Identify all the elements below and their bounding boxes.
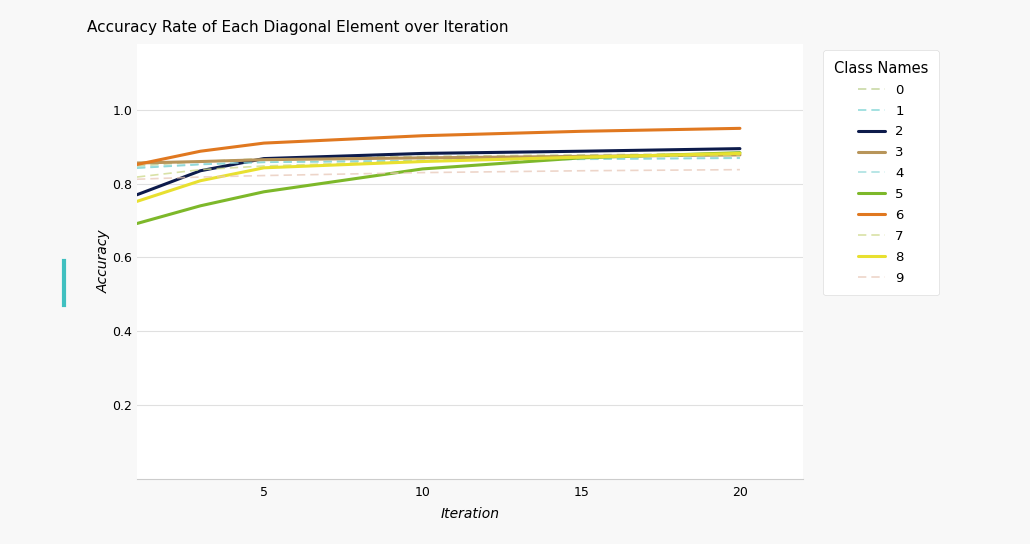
2 [575,148,587,154]
8 [195,177,207,184]
2 [258,156,270,162]
Line: 6: 6 [137,128,740,164]
Line: 7: 7 [137,155,740,177]
9 [733,166,746,173]
7 [575,154,587,161]
9 [258,172,270,179]
7 [258,163,270,169]
0 [131,163,143,169]
X-axis label: Iteration: Iteration [441,507,500,521]
4 [195,161,207,168]
6 [733,125,746,132]
1 [416,157,428,164]
1 [195,161,207,168]
1 [575,156,587,162]
2 [195,168,207,174]
Text: Accuracy Rate of Each Diagonal Element over Iteration: Accuracy Rate of Each Diagonal Element o… [87,21,509,35]
2 [733,145,746,152]
Line: 1: 1 [137,158,740,168]
0 [733,150,746,157]
9 [416,169,428,176]
Line: 5: 5 [137,153,740,224]
Line: 0: 0 [137,153,740,166]
3 [733,152,746,158]
7 [195,166,207,173]
3 [416,154,428,161]
Legend: 0, 1, 2, 3, 4, 5, 6, 7, 8, 9: 0, 1, 2, 3, 4, 5, 6, 7, 8, 9 [823,50,938,295]
7 [416,158,428,164]
0 [416,153,428,159]
Line: 4: 4 [137,158,740,168]
6 [258,140,270,146]
4 [131,164,143,171]
Line: 8: 8 [137,153,740,201]
4 [258,159,270,165]
9 [131,176,143,182]
4 [575,156,587,163]
3 [258,157,270,163]
1 [733,154,746,161]
Line: 3: 3 [137,155,740,163]
6 [575,128,587,134]
8 [575,154,587,160]
2 [131,191,143,198]
8 [416,158,428,165]
7 [131,174,143,180]
1 [131,165,143,171]
8 [258,164,270,171]
5 [575,154,587,161]
6 [195,148,207,154]
5 [258,189,270,195]
3 [195,158,207,165]
0 [258,156,270,162]
9 [195,174,207,180]
5 [733,150,746,156]
9 [575,168,587,174]
6 [416,132,428,139]
1 [258,159,270,165]
Y-axis label: Accuracy: Accuracy [97,230,111,293]
Line: 9: 9 [137,170,740,179]
4 [733,155,746,162]
2 [416,150,428,157]
Line: 2: 2 [137,149,740,195]
0 [195,158,207,165]
6 [131,161,143,168]
7 [733,152,746,158]
0 [575,152,587,158]
5 [195,202,207,209]
5 [131,220,143,227]
3 [131,160,143,166]
3 [575,153,587,159]
5 [416,166,428,172]
4 [416,158,428,164]
8 [733,150,746,157]
8 [131,198,143,205]
